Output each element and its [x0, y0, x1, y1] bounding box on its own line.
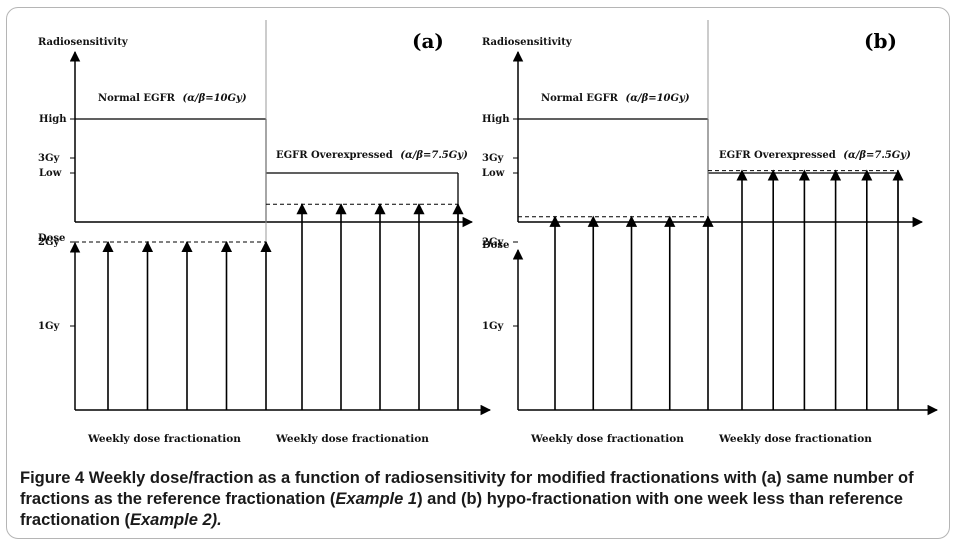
low-label-b: Low — [482, 168, 505, 179]
caption-example-1: Example 1 — [335, 490, 418, 508]
egfr-overexpressed-label-a: EGFR Overexpressed (α/β=7.5Gy) — [276, 150, 468, 161]
normal-egfr-label-b: Normal EGFR (α/β=10Gy) — [541, 93, 690, 104]
figure-caption: Figure 4 Weekly dose/fraction as a funct… — [20, 468, 940, 531]
radiosensitivity-label-a: Radiosensitivity — [38, 37, 129, 48]
high-label-b: High — [482, 114, 510, 125]
xlabel-left-a: Weekly dose fractionation — [87, 433, 241, 445]
caption-text-1: Weekly dose/fraction as a function of ra… — [20, 469, 914, 508]
panel-a: (a) Radiosensitivity High Low Normal EGF… — [38, 20, 492, 445]
egfr-overexpressed-label-b: EGFR Overexpressed (α/β=7.5Gy) — [719, 150, 911, 161]
dose-ticks-b: 3Gy 2Gy 1Gy — [482, 153, 518, 332]
dose-tick-label: 1Gy — [38, 321, 60, 332]
panel-letter-b: (b) — [864, 29, 897, 53]
panel-b: (b) Radiosensitivity High Low Normal EGF… — [482, 20, 939, 445]
figure-frame — [6, 7, 950, 539]
dose-arrows-b — [518, 169, 904, 410]
dose-ticks-a: 3Gy 2Gy 1Gy — [38, 153, 75, 332]
caption-text-2: ) and (b) hypo-fractionation with one we… — [20, 490, 903, 529]
xlabel-right-b: Weekly dose fractionation — [718, 433, 872, 445]
dose-label-a: Dose — [38, 233, 65, 244]
dose-tick-label: 2Gy — [482, 237, 504, 248]
low-label-a: Low — [39, 168, 62, 179]
panel-letter-a: (a) — [412, 29, 444, 53]
dose-tick-label: 3Gy — [482, 153, 504, 164]
caption-example-2: Example 2). — [130, 511, 222, 529]
high-label-a: High — [39, 114, 67, 125]
dose-arrows-a — [75, 203, 464, 410]
dose-tick-label: 2Gy — [38, 237, 60, 248]
figure-label: Figure 4 — [20, 469, 85, 487]
xlabel-left-b: Weekly dose fractionation — [530, 433, 684, 445]
dose-tick-label: 3Gy — [38, 153, 60, 164]
dose-label-b: Dose — [482, 240, 509, 251]
xlabel-right-a: Weekly dose fractionation — [275, 433, 429, 445]
radiosensitivity-label-b: Radiosensitivity — [482, 37, 573, 48]
normal-egfr-label-a: Normal EGFR (α/β=10Gy) — [98, 93, 247, 104]
dose-tick-label: 1Gy — [482, 321, 504, 332]
